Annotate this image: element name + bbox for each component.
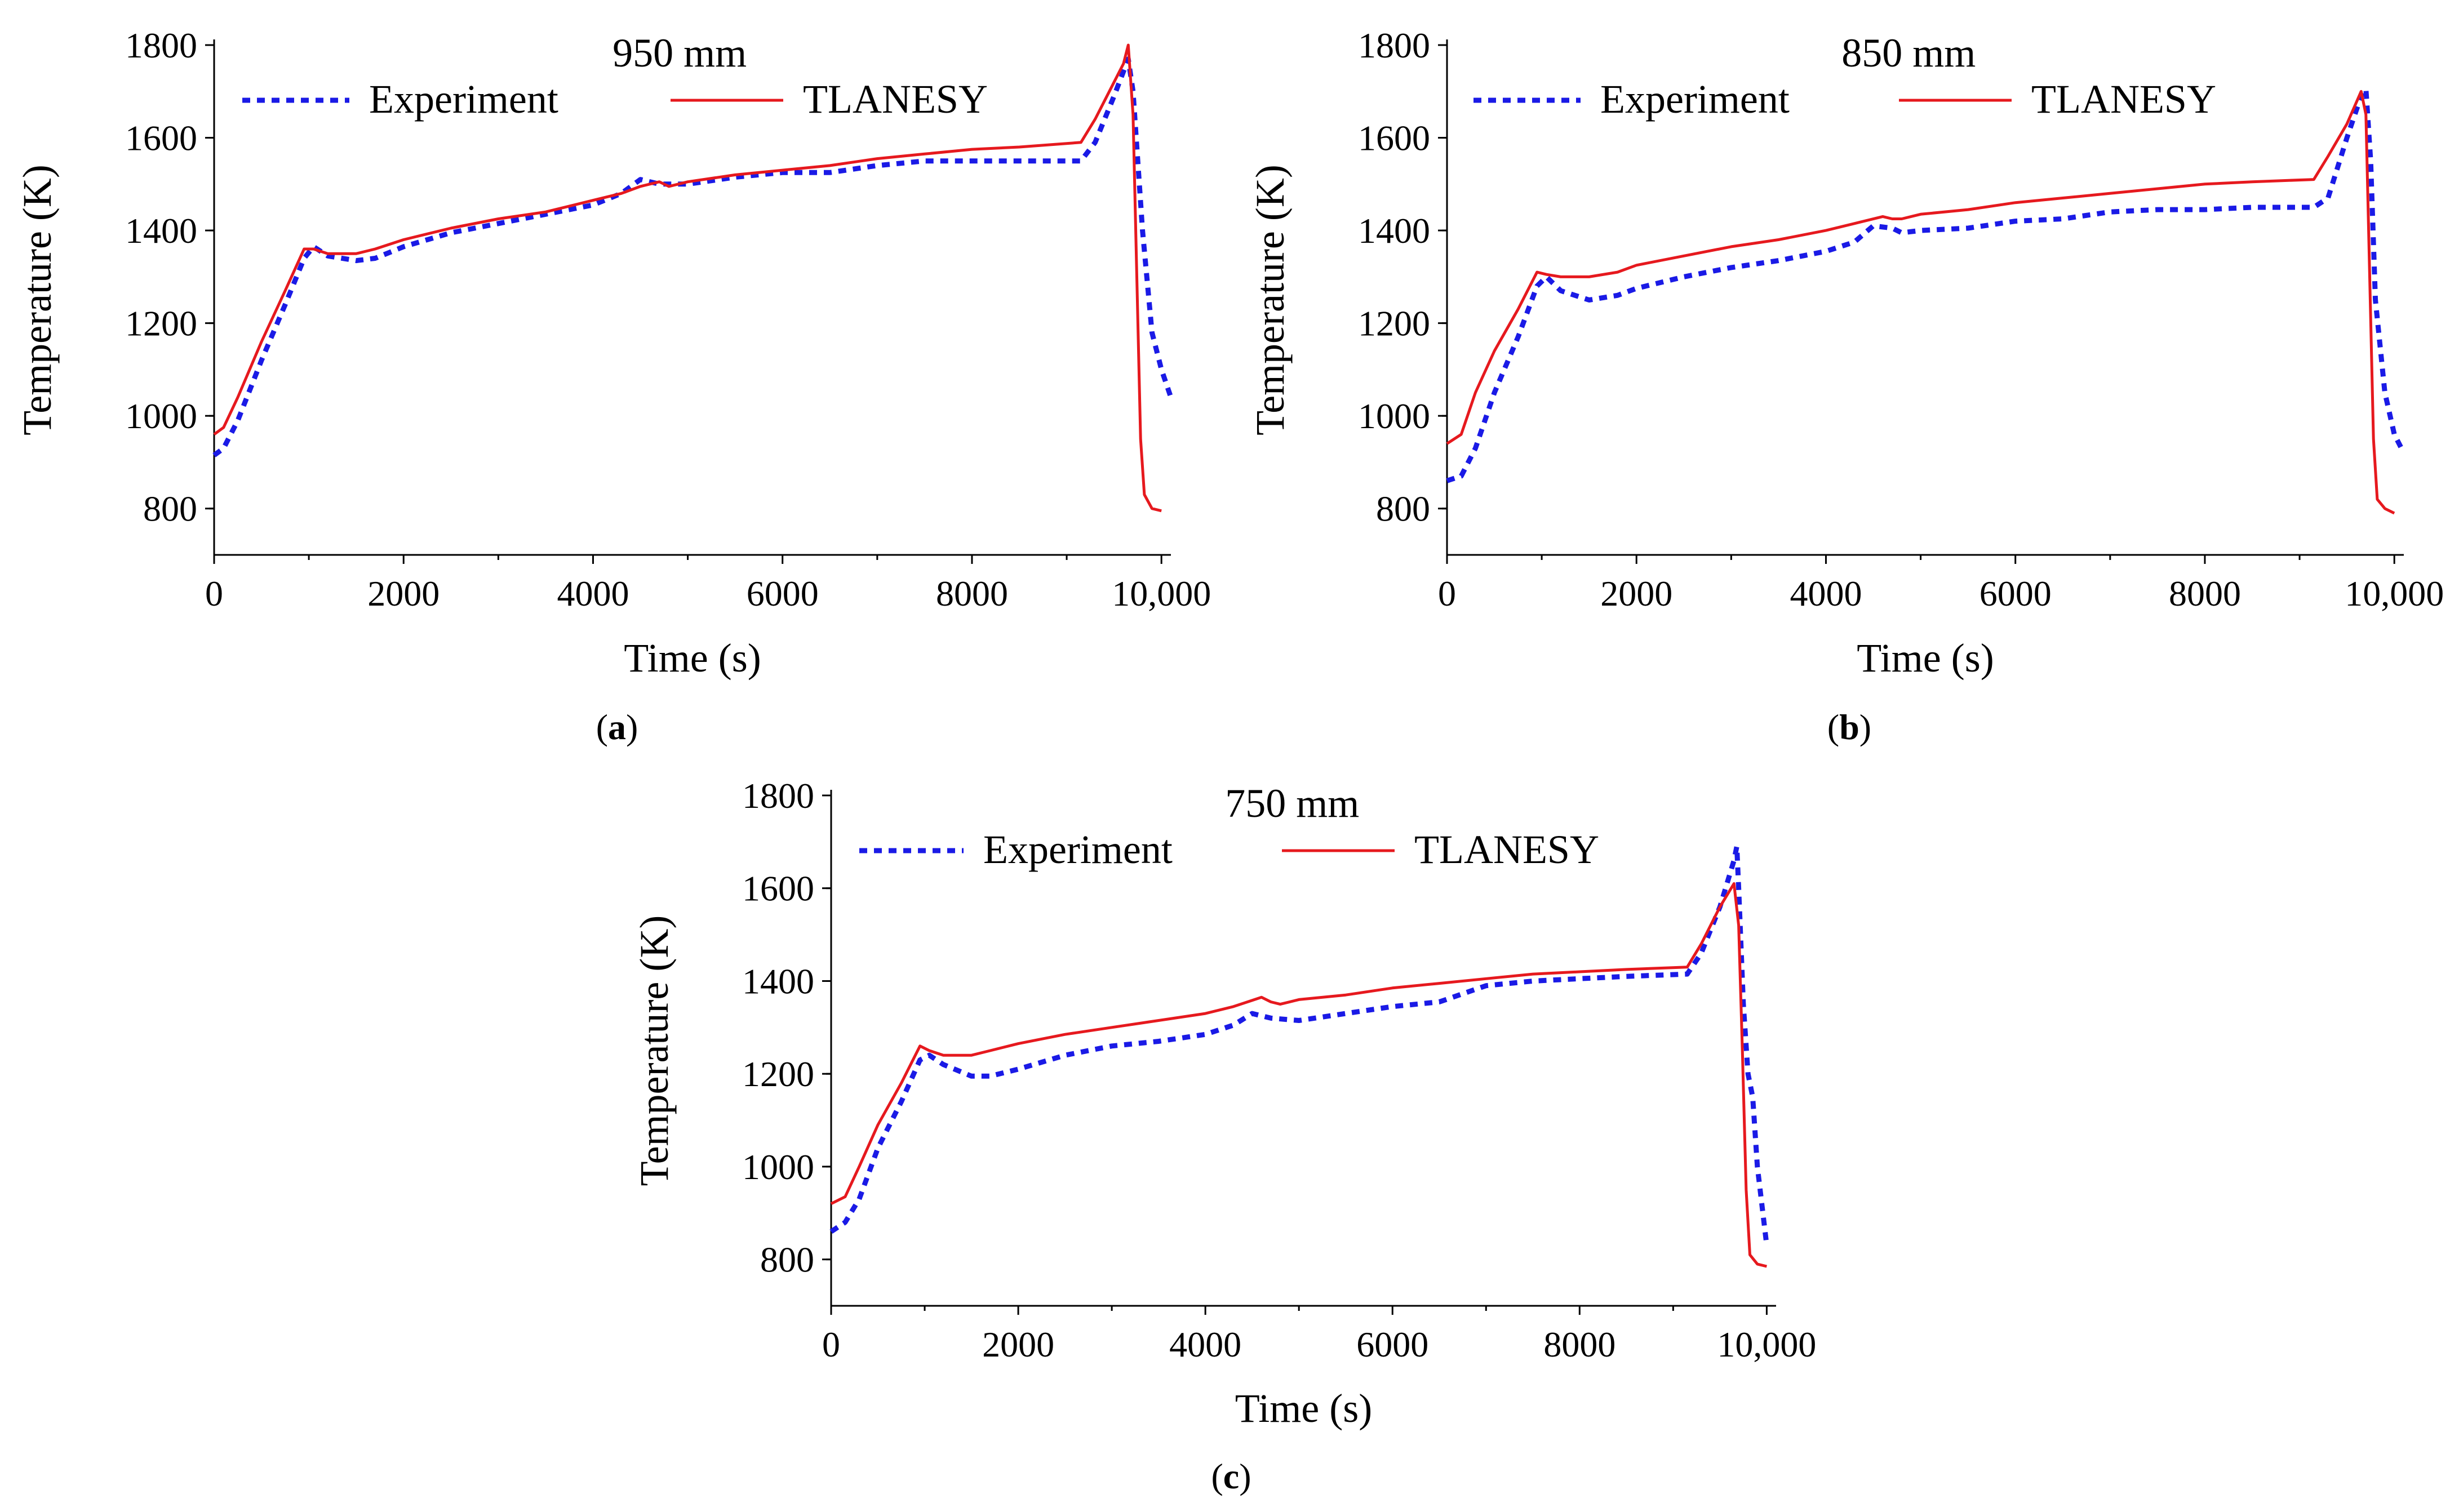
y-tick-label: 1600 bbox=[742, 869, 814, 909]
x-tick-label: 0 bbox=[1438, 573, 1456, 613]
x-axis-title: Time (s) bbox=[1235, 1386, 1372, 1431]
x-tick-label: 4000 bbox=[1169, 1324, 1241, 1364]
legend-label-tlanesy: TLANESY bbox=[1414, 827, 1599, 872]
x-tick-label: 10,000 bbox=[2345, 573, 2444, 613]
y-tick-label: 1600 bbox=[125, 118, 197, 158]
y-tick-label: 1800 bbox=[1358, 25, 1430, 65]
x-tick-label: 4000 bbox=[1790, 573, 1862, 613]
y-axis-title: Temperature (K) bbox=[632, 915, 677, 1186]
panel-caption: (a) bbox=[596, 707, 638, 747]
series-line-tlanesy bbox=[830, 882, 1767, 1268]
x-tick-label: 2000 bbox=[1600, 573, 1672, 613]
x-tick-label: 2000 bbox=[367, 573, 440, 613]
x-tick-label: 8000 bbox=[936, 573, 1008, 613]
caption-letter: b bbox=[1839, 707, 1859, 747]
panel-c: 800 1000 1200 1400 1600 1800 0 2000 4000 6000 8000… bbox=[632, 776, 1816, 1496]
y-tick-label: 800 bbox=[760, 1240, 814, 1280]
y-tick-label: 1000 bbox=[1358, 396, 1430, 436]
y-tick-label: 1000 bbox=[125, 396, 197, 436]
x-tick-label: 6000 bbox=[1979, 573, 2052, 613]
series-line-tlanesy bbox=[213, 43, 1162, 513]
y-tick-label: 1000 bbox=[742, 1147, 814, 1187]
x-tick-label: 2000 bbox=[982, 1324, 1054, 1364]
legend-label-experiment: Experiment bbox=[1600, 77, 1790, 122]
legend-label-tlanesy: TLANESY bbox=[803, 77, 988, 122]
caption-open-paren: ( bbox=[1211, 1456, 1223, 1496]
legend-label-experiment: Experiment bbox=[369, 77, 558, 122]
y-tick-label: 1200 bbox=[125, 304, 197, 344]
y-tick-label: 1200 bbox=[1358, 304, 1430, 344]
y-axis-title: Temperature (K) bbox=[1248, 164, 1293, 435]
x-tick-label: 10,000 bbox=[1112, 573, 1211, 613]
series-line-experiment bbox=[829, 844, 1769, 1246]
chart-title: 750 mm bbox=[1225, 781, 1359, 826]
x-tick-label: 0 bbox=[205, 573, 223, 613]
legend-label-tlanesy: TLANESY bbox=[2031, 77, 2216, 122]
y-tick-label: 800 bbox=[1376, 489, 1430, 529]
y-axis-title: Temperature (K) bbox=[15, 164, 60, 435]
panel-caption: (b) bbox=[1827, 707, 1871, 747]
chart-title: 950 mm bbox=[612, 30, 747, 75]
series-line-experiment bbox=[212, 56, 1174, 457]
panel-b: 800 1000 1200 1400 1600 1800 0 2000 4000 6000 8000… bbox=[1248, 25, 2444, 747]
panel-a: 800 1000 1200 1400 1600 1800 0 2000 4000 6000 8000… bbox=[15, 25, 1211, 747]
x-tick-label: 6000 bbox=[747, 573, 819, 613]
y-tick-label: 1800 bbox=[125, 25, 197, 65]
caption-close-paren: ) bbox=[626, 707, 638, 747]
x-axis-title: Time (s) bbox=[624, 635, 761, 681]
panel-caption: (c) bbox=[1211, 1456, 1251, 1496]
series-line-experiment bbox=[1446, 86, 2407, 483]
x-tick-label: 10,000 bbox=[1717, 1324, 1816, 1364]
caption-letter: c bbox=[1223, 1456, 1239, 1496]
x-axis-title: Time (s) bbox=[1857, 635, 1994, 681]
caption-close-paren: ) bbox=[1859, 707, 1871, 747]
x-tick-label: 0 bbox=[822, 1324, 840, 1364]
y-tick-label: 1400 bbox=[742, 961, 814, 1001]
y-tick-label: 1400 bbox=[125, 211, 197, 251]
y-tick-label: 800 bbox=[143, 489, 197, 529]
x-tick-label: 8000 bbox=[1543, 1324, 1615, 1364]
x-tick-label: 6000 bbox=[1356, 1324, 1428, 1364]
series-line-tlanesy bbox=[1446, 90, 2395, 515]
caption-open-paren: ( bbox=[1827, 707, 1839, 747]
x-tick-label: 4000 bbox=[557, 573, 629, 613]
caption-letter: a bbox=[608, 707, 626, 747]
caption-open-paren: ( bbox=[596, 707, 608, 747]
x-tick-label: 8000 bbox=[2169, 573, 2241, 613]
y-tick-label: 1400 bbox=[1358, 211, 1430, 251]
y-tick-label: 1600 bbox=[1358, 118, 1430, 158]
y-tick-label: 1200 bbox=[742, 1054, 814, 1094]
caption-close-paren: ) bbox=[1239, 1456, 1251, 1496]
y-tick-label: 1800 bbox=[742, 776, 814, 816]
legend-label-experiment: Experiment bbox=[983, 827, 1173, 872]
chart-title: 850 mm bbox=[1841, 30, 1976, 75]
